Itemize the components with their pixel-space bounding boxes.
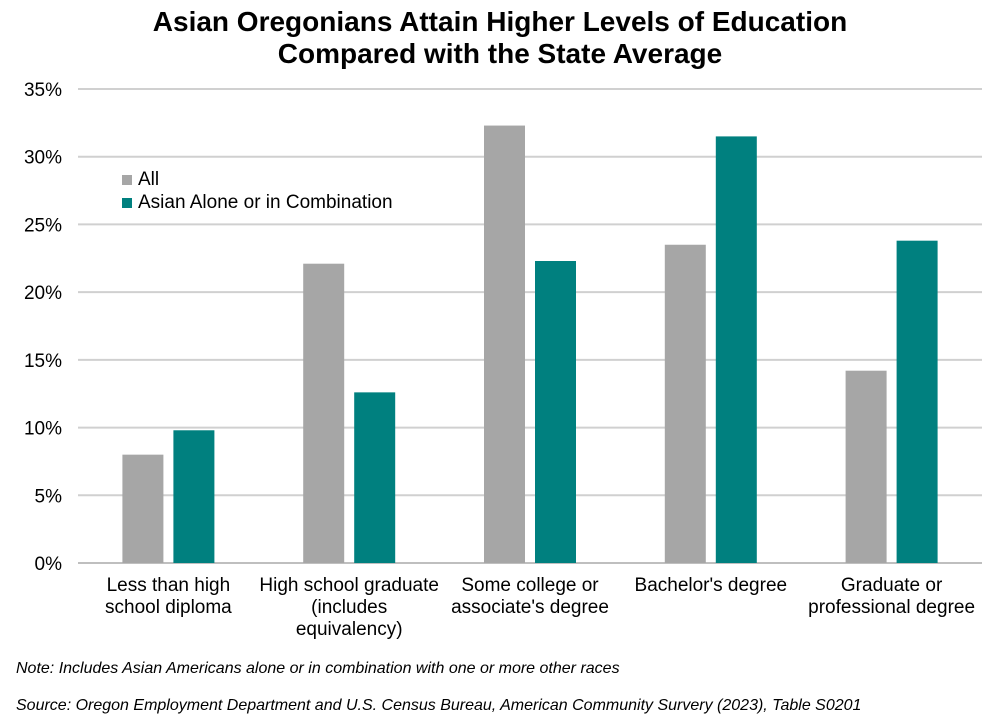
legend-label-all: All (138, 168, 160, 190)
y-tick-label: 25% (24, 215, 62, 236)
y-tick-label: 10% (24, 419, 62, 440)
footnote: Note: Includes Asian Americans alone or … (16, 660, 620, 677)
x-tick-label-line: (includes (311, 597, 387, 618)
bar-all (122, 454, 164, 563)
chart-title: Asian Oregonians Attain Higher Levels of… (0, 6, 1000, 70)
x-tick-label-line: Some college or (461, 575, 599, 596)
legend-label-asian: Asian Alone or in Combination (138, 191, 393, 213)
chart-title-line-2: Compared with the State Average (277, 38, 723, 69)
x-tick-label-line: Bachelor's degree (635, 575, 788, 596)
x-tick-label: Less than high school diploma (105, 575, 232, 618)
legend-item-asian: Asian Alone or in Combination (122, 191, 393, 214)
x-tick-label: Some college or associate's degree (451, 575, 609, 618)
y-tick-label: 30% (24, 148, 62, 169)
legend-item-all: All (122, 168, 393, 191)
x-tick-label: High school graduate (includes equivalency… (259, 575, 439, 640)
x-tick-label-line: Graduate or (841, 575, 943, 596)
y-tick-label: 20% (24, 283, 62, 304)
y-tick-label: 0% (35, 554, 63, 575)
x-tick-label-line: High school graduate (259, 575, 439, 596)
source-note: Source: Oregon Employment Department and… (16, 697, 862, 714)
bar-asian (354, 392, 396, 563)
chart-title-line-1: Asian Oregonians Attain Higher Levels of… (152, 6, 848, 37)
bar-asian (715, 136, 757, 563)
x-tick-label: Bachelor's degree (635, 575, 788, 596)
x-tick-label-line: equivalency) (296, 619, 403, 640)
bar-all (303, 263, 345, 563)
bar-asian (173, 430, 215, 563)
x-tick-label: Graduate or professional degree (808, 575, 975, 618)
x-tick-label-line: professional degree (808, 597, 975, 618)
bar-all (664, 244, 706, 563)
legend-swatch-asian (122, 197, 132, 208)
bar-asian (896, 240, 938, 563)
x-tick-label-line: school diploma (105, 597, 232, 618)
legend: All Asian Alone or in Combination (122, 168, 393, 214)
bar-all (845, 370, 887, 563)
bar-asian (535, 260, 576, 563)
bar-all (484, 125, 525, 564)
y-tick-label: 15% (24, 351, 62, 372)
x-tick-label-line: associate's degree (451, 597, 609, 618)
y-tick-label: 5% (35, 486, 63, 507)
x-tick-label-line: Less than high (107, 575, 231, 596)
legend-swatch-all (122, 174, 132, 185)
y-tick-label: 35% (24, 80, 62, 101)
